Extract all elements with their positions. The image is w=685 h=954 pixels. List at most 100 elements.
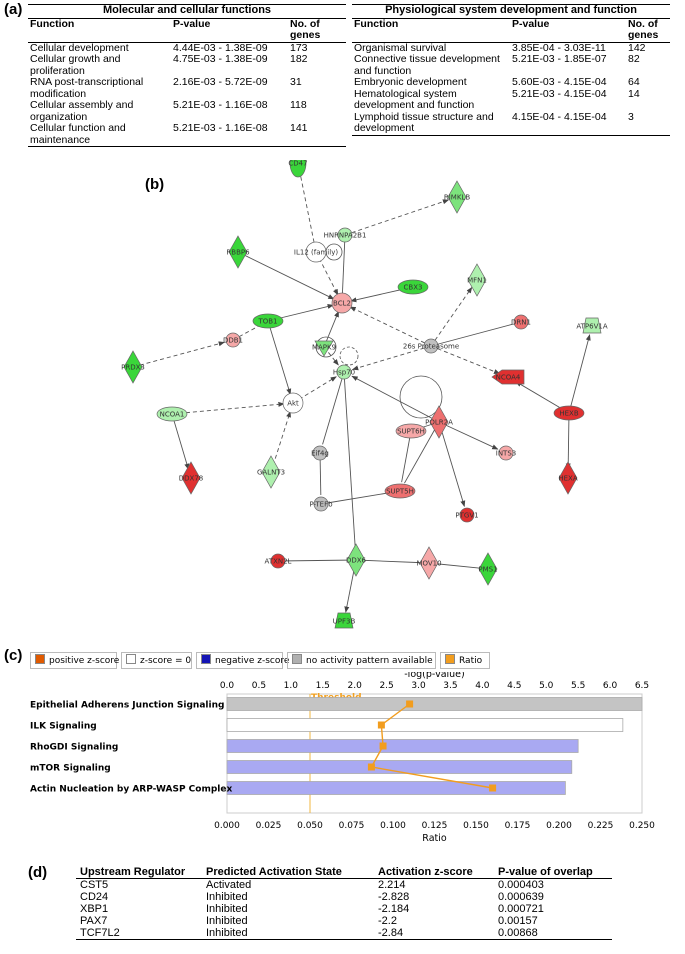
molecular-functions-table: Molecular and cellular functions Functio… xyxy=(28,4,346,147)
table-cell: 31 xyxy=(290,76,302,88)
table-cell: RNA post-transcriptional modification xyxy=(30,76,144,100)
top-tick-label: 0.0 xyxy=(220,681,235,691)
legend-swatch xyxy=(292,654,302,664)
network-node: IL12 (family) xyxy=(294,241,338,263)
network-edge xyxy=(568,334,591,414)
upstream-regulators-table: Upstream Regulator Predicted Activation … xyxy=(76,866,612,940)
table-row: CST5 Activated 2.214 0.000403 xyxy=(76,879,612,892)
table-cell: Hematological system development and fun… xyxy=(354,87,475,111)
node-shape xyxy=(397,279,429,295)
table-row: Cellular assembly and organization 5.21E-… xyxy=(28,99,346,123)
table-row: Cellular growth and proliferation 4.75E-0… xyxy=(28,53,346,77)
table-row: Hematological system development and fun… xyxy=(352,87,670,112)
ratio-point xyxy=(489,784,497,792)
self-loop xyxy=(339,346,359,366)
table-cell: Inhibited xyxy=(206,891,248,903)
network-edge xyxy=(320,492,392,505)
node-label: DDB1 xyxy=(223,337,243,345)
network-edge xyxy=(565,412,571,470)
network-node: MAPK9 xyxy=(312,340,336,357)
node-shape xyxy=(467,263,487,297)
legend-label: positive z-score xyxy=(49,656,120,666)
node-shape xyxy=(346,543,366,577)
header-regulator: Upstream Regulator xyxy=(76,866,202,879)
network-node: UPF3B xyxy=(333,612,356,629)
network-node: DDX6 xyxy=(346,543,367,577)
table-row: Connective tissue development and functi… xyxy=(352,53,670,77)
node-shape xyxy=(181,461,201,495)
node-label: PRDX3 xyxy=(121,364,145,372)
table-cell: 3 xyxy=(626,111,670,136)
legend-item: negative z-score xyxy=(196,652,289,669)
legend-label: no activity pattern available xyxy=(306,656,433,666)
table-cell: 182 xyxy=(290,53,308,65)
table-cell: 14 xyxy=(628,87,640,100)
table-cell: -2.184 xyxy=(378,903,410,915)
network-edge xyxy=(267,320,292,395)
node-shape xyxy=(228,235,248,269)
table-cell: 0.000721 xyxy=(498,903,544,915)
gene-network: CD47 RIMKLB HNRNPA2B1 IL12 (family) RBBP6 MFN… xyxy=(121,160,608,629)
network-edge xyxy=(237,251,335,300)
ratio-point xyxy=(367,763,375,771)
node-label: RIMKLB xyxy=(444,194,470,202)
node-shape xyxy=(384,483,416,499)
pathway-bar-chart: -log(p-value) 0.0 0.5 1.0 1.5 2.0 2.5 3.0 3.5 4.0… xyxy=(30,672,655,844)
network-node: NCOA1 xyxy=(156,406,188,422)
node-shape xyxy=(334,612,354,629)
table-cell: 64 xyxy=(628,76,640,88)
network-node: INTS3 xyxy=(496,445,516,461)
table-cell: -2.84 xyxy=(374,927,494,940)
node-label: HEXB xyxy=(559,410,578,418)
ratio-point xyxy=(406,700,414,708)
bottom-tick-label: 0.050 xyxy=(297,821,323,831)
network-node: RIMKLB xyxy=(444,180,470,214)
network-edge xyxy=(401,430,412,483)
category-label: Actin Nucleation by ARP-WASP Complex xyxy=(30,785,232,795)
network-node: HNRNPA2B1 xyxy=(324,227,366,243)
table-cell: 0.000639 xyxy=(498,891,544,903)
node-shape xyxy=(123,350,143,384)
node-label: DRN1 xyxy=(511,319,531,327)
table-cell: 5.21E-03 - 1.16E-08 xyxy=(173,99,268,111)
node-label: Hsp70 xyxy=(333,369,355,377)
node-label: DDX6 xyxy=(346,557,367,565)
table-cell: Organismal survival xyxy=(354,41,447,54)
legend-item: Ratio xyxy=(440,652,490,669)
table-cell: 5.21E-03 - 1.85E-07 xyxy=(512,53,607,65)
network-edge xyxy=(355,559,421,564)
node-shape xyxy=(314,340,334,357)
table-row: RNA post-transcriptional modification 2.1… xyxy=(28,76,346,100)
panel-d-label: (d) xyxy=(28,864,48,881)
table-cell: 5.60E-03 - 4.15E-04 xyxy=(512,76,607,88)
network-node: HEXA xyxy=(558,461,578,495)
legend-item: z-score = 0 xyxy=(121,652,192,669)
network-node: DRN1 xyxy=(511,314,531,330)
node-label: P-TEFb xyxy=(309,501,333,509)
node-label: DDX78 xyxy=(179,475,203,483)
table-row: Lymphoid tissue structure and developmen… xyxy=(352,111,670,136)
network-edge xyxy=(322,371,345,445)
table-cell: 0.00157 xyxy=(498,915,538,927)
node-label: IL12 (family) xyxy=(294,249,338,257)
table-cell: TCF7L2 xyxy=(76,927,202,940)
node-shape xyxy=(513,314,529,330)
node-label: CD47 xyxy=(288,160,307,168)
node-shape xyxy=(282,392,304,414)
table-row: TCF7L2 Inhibited -2.84 0.00868 xyxy=(76,927,612,940)
network-node: 26s Proteasome xyxy=(403,338,459,354)
node-shape xyxy=(491,369,525,385)
table-cell: 4.75E-03 - 1.38E-09 xyxy=(173,53,268,65)
table-cell: Connective tissue development and functi… xyxy=(354,53,500,77)
top-tick-label: 2.0 xyxy=(348,681,363,691)
header-function: Function xyxy=(28,18,171,43)
network-edge xyxy=(232,324,261,341)
bottom-axis-label: Ratio xyxy=(422,833,447,844)
top-tick-label: 6.0 xyxy=(603,681,618,691)
table-cell: Cellular development xyxy=(30,41,129,54)
node-label: NCOA4 xyxy=(496,374,521,382)
network-node: PRDX3 xyxy=(121,350,145,384)
network-node: SUPT6H xyxy=(395,423,427,439)
table-cell: 5.21E-03 - 4.15E-04 xyxy=(512,87,607,100)
node-shape xyxy=(429,405,449,439)
